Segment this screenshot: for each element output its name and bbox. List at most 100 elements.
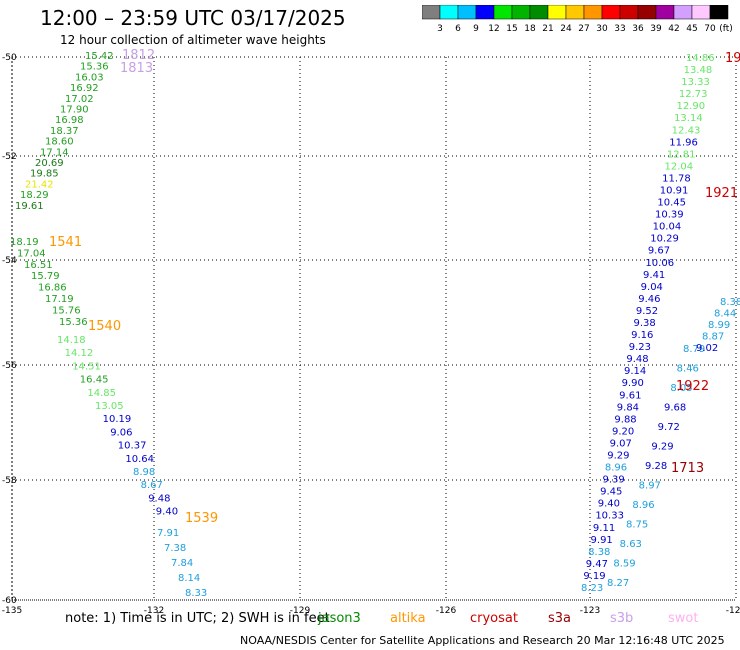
scale-tick-label: 18 bbox=[524, 24, 536, 34]
swh-value: 18.19 bbox=[10, 237, 39, 248]
swh-value: 10.19 bbox=[103, 414, 132, 425]
satellite-legend: jason3 altika cryosat s3a s3b swot bbox=[0, 611, 740, 627]
swh-value: 8.59 bbox=[613, 559, 635, 570]
scale-swatch bbox=[655, 5, 675, 20]
longitude-label: -123 bbox=[580, 606, 600, 616]
swh-value: 8.98 bbox=[133, 467, 155, 478]
swh-value: 16.98 bbox=[55, 115, 84, 126]
swh-value: 21.42 bbox=[25, 179, 54, 190]
swh-value: 10.91 bbox=[660, 186, 689, 197]
scale-tick-label: 42 bbox=[668, 24, 679, 34]
swh-value: 9.67 bbox=[648, 246, 670, 257]
page-title: 12:00 – 23:59 UTC 03/17/2025 bbox=[40, 6, 346, 30]
track-id-label: 1813 bbox=[120, 61, 153, 76]
latitude-label: -56 bbox=[2, 361, 17, 371]
swh-value: 9.28 bbox=[645, 461, 667, 472]
swh-value: 8.67 bbox=[141, 480, 163, 491]
swh-value: 9.41 bbox=[643, 270, 665, 281]
swh-value: 9.14 bbox=[624, 366, 646, 377]
footer-credit: NOAA/NESDIS Center for Satellite Applica… bbox=[240, 634, 725, 647]
track-id-label: 1713 bbox=[671, 461, 704, 476]
swh-value: 14.51 bbox=[72, 361, 101, 372]
swh-value: 9.29 bbox=[651, 442, 673, 453]
scale-tick-label: 21 bbox=[542, 24, 553, 34]
swh-value: 18.29 bbox=[20, 190, 49, 201]
scale-swatch bbox=[673, 5, 693, 20]
swh-value: 9.11 bbox=[593, 523, 615, 534]
scale-swatch bbox=[547, 5, 567, 20]
swh-value: 8.27 bbox=[607, 578, 629, 589]
swh-value: 11.78 bbox=[662, 173, 691, 184]
swh-value: 8.44 bbox=[714, 309, 736, 320]
swh-value: 10.64 bbox=[125, 454, 154, 465]
swh-value: 17.14 bbox=[40, 147, 69, 158]
scale-tick-label: 27 bbox=[578, 24, 589, 34]
scale-swatch bbox=[422, 5, 441, 20]
scale-swatch bbox=[439, 5, 459, 20]
swh-value: 10.45 bbox=[657, 198, 686, 209]
swh-value: 9.39 bbox=[602, 475, 624, 486]
satellite-legend-item: altika bbox=[390, 611, 426, 626]
track-id-label: 1922 bbox=[676, 379, 709, 394]
scale-swatch bbox=[691, 5, 711, 20]
swh-value: 9.90 bbox=[622, 378, 644, 389]
swh-value: 12.73 bbox=[679, 89, 708, 100]
swh-value: 12.43 bbox=[672, 125, 701, 136]
latitude-label: -50 bbox=[2, 53, 17, 63]
track-values: 15.4215.3616.0316.9217.0217.9016.9818.37… bbox=[10, 51, 740, 599]
swh-value: 15.36 bbox=[80, 62, 109, 73]
swh-value: 11.96 bbox=[669, 137, 698, 148]
swh-value: 12.04 bbox=[665, 161, 694, 172]
swh-value: 10.39 bbox=[655, 210, 684, 221]
scale-tick-label: 33 bbox=[614, 24, 625, 34]
swh-value: 14.12 bbox=[65, 348, 94, 359]
swh-value: 15.76 bbox=[52, 305, 81, 316]
swh-value: 9.02 bbox=[696, 343, 718, 354]
scale-tick-label: 30 bbox=[596, 24, 608, 34]
swh-value: 8.23 bbox=[581, 583, 603, 594]
swh-value: 9.72 bbox=[658, 422, 680, 433]
track-ids: 1812 1541 1540 1539 1813 1921 1922 1713 19 bbox=[49, 48, 740, 526]
swh-value: 14.85 bbox=[87, 388, 116, 399]
swh-value: 8.97 bbox=[639, 481, 661, 492]
swh-value: 16.51 bbox=[24, 260, 53, 271]
map-frame bbox=[11, 56, 737, 601]
swh-value: 9.91 bbox=[591, 535, 613, 546]
longitude-label: -129 bbox=[290, 606, 311, 616]
scale-swatch bbox=[493, 5, 513, 20]
scale-swatch bbox=[457, 5, 477, 20]
swh-value: 9.52 bbox=[636, 306, 658, 317]
swh-value: 8.87 bbox=[702, 332, 724, 343]
swh-value: 9.48 bbox=[626, 354, 648, 365]
swh-value: 13.48 bbox=[684, 65, 713, 76]
swh-value: 9.47 bbox=[586, 559, 608, 570]
latitude-label: -54 bbox=[2, 256, 17, 266]
scale-swatch bbox=[637, 5, 657, 20]
swh-value: 9.16 bbox=[631, 330, 653, 341]
swh-value: 19.61 bbox=[15, 201, 44, 212]
satellite-legend-item: swot bbox=[668, 611, 699, 626]
footer-note: note: 1) Time is in UTC; 2) SWH is in fe… bbox=[65, 611, 330, 626]
swh-value: 9.38 bbox=[634, 318, 656, 329]
longitude-label: -135 bbox=[2, 606, 22, 616]
swh-value: 16.45 bbox=[80, 375, 109, 386]
swh-value: 8.75 bbox=[626, 520, 648, 531]
swh-value: 9.29 bbox=[607, 451, 629, 462]
scale-tick-label: 24 bbox=[560, 24, 572, 34]
swh-value: 8.05 bbox=[670, 383, 692, 394]
swh-value: 8.46 bbox=[677, 364, 699, 375]
swh-value: 9.20 bbox=[612, 426, 634, 437]
scale-tick-label: 6 bbox=[455, 24, 461, 34]
swh-value: 16.92 bbox=[70, 83, 99, 94]
swh-value: 10.04 bbox=[653, 222, 682, 233]
swh-value: 9.23 bbox=[629, 342, 651, 353]
swh-value: 10.29 bbox=[650, 234, 679, 245]
track-id-label: 19 bbox=[725, 51, 740, 66]
scale-tick-label: 15 bbox=[506, 24, 517, 34]
swh-value: 7.38 bbox=[164, 543, 186, 554]
latitude-label: -58 bbox=[2, 476, 17, 486]
track-id-label: 1540 bbox=[88, 319, 121, 334]
swh-value: 17.19 bbox=[45, 294, 74, 305]
swh-value: 8.38 bbox=[588, 547, 610, 558]
scale-tick-label: 36 bbox=[632, 24, 644, 34]
